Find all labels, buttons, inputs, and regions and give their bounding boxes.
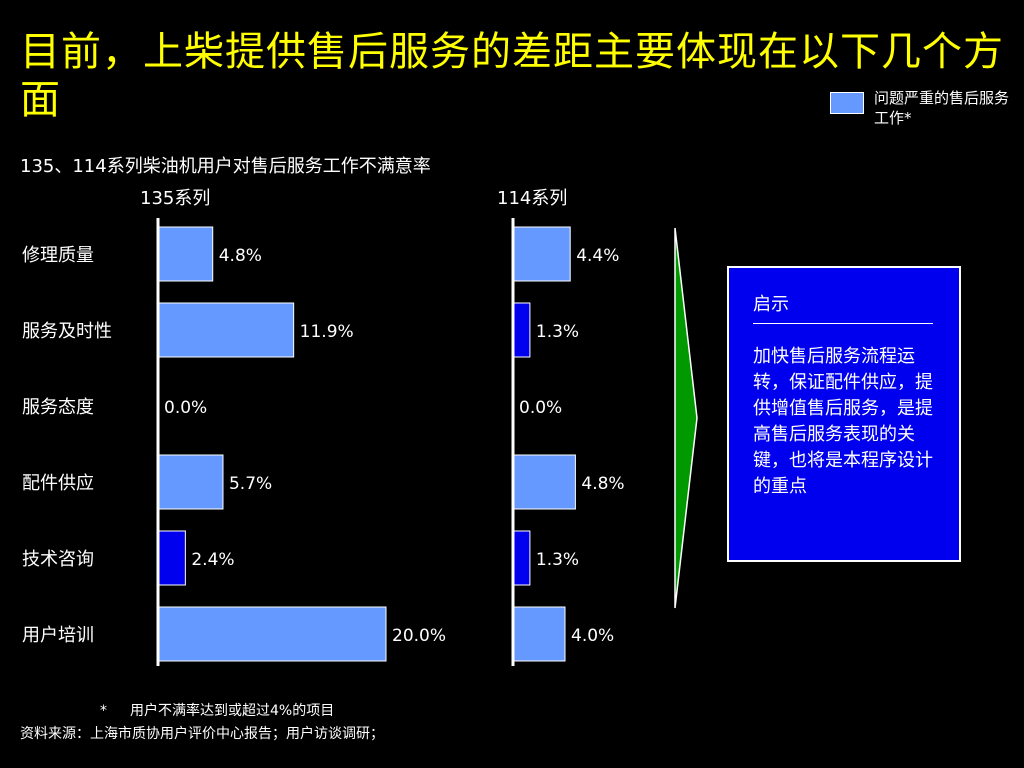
- category-label: 技术咨询: [22, 549, 94, 570]
- series-label-135: 135系列: [140, 188, 211, 209]
- bar: [157, 226, 214, 282]
- bar: [512, 302, 531, 358]
- bar: [157, 302, 295, 358]
- insight-box: 启示 加快售后服务流程运转，保证配件供应，提供增值售后服务，是提高售后服务表现的…: [727, 266, 961, 562]
- value-label: 4.8%: [581, 474, 624, 494]
- source-note: 资料来源：上海市质协用户评价中心报告；用户访谈调研；: [20, 726, 384, 742]
- value-label: 11.9%: [300, 322, 354, 342]
- insight-body: 加快售后服务流程运转，保证配件供应，提供增值售后服务，是提高售后服务表现的关键，…: [753, 346, 933, 497]
- footnote-text: 用户不满率达到或超过4%的项目: [130, 703, 335, 719]
- value-label: 1.3%: [536, 322, 579, 342]
- value-label: 1.3%: [536, 550, 579, 570]
- footnote-marker: *: [100, 703, 107, 719]
- bar: [512, 606, 566, 662]
- bar: [157, 454, 224, 510]
- legend-swatch: [830, 92, 864, 114]
- bar: [157, 530, 186, 586]
- legend-label: 问题严重的售后服务工作*: [874, 89, 1010, 127]
- page-title: 目前，上柴提供售后服务的差距主要体现在以下几个方面: [20, 29, 1004, 123]
- chevron-arrow-icon: [674, 227, 698, 609]
- legend: 问题严重的售后服务工作*: [830, 88, 1020, 132]
- insight-divider: [753, 323, 933, 324]
- value-label: 0.0%: [519, 398, 562, 418]
- value-label: 4.8%: [219, 246, 262, 266]
- value-label: 5.7%: [229, 474, 272, 494]
- value-label: 4.4%: [576, 246, 619, 266]
- footnote: * 用户不满率达到或超过4%的项目: [100, 700, 334, 720]
- bar: [512, 530, 531, 586]
- category-label: 修理质量: [22, 245, 94, 266]
- value-label: 2.4%: [191, 550, 234, 570]
- bar: [512, 454, 576, 510]
- bar: [512, 226, 571, 282]
- chart-title: 135、114系列柴油机用户对售后服务工作不满意率: [20, 156, 431, 177]
- value-label: 4.0%: [571, 626, 614, 646]
- series-label-114: 114系列: [497, 188, 568, 209]
- category-label: 用户培训: [22, 625, 94, 646]
- value-label: 20.0%: [392, 626, 446, 646]
- category-label: 服务及时性: [22, 321, 112, 342]
- category-label: 配件供应: [22, 473, 94, 494]
- bar: [157, 606, 387, 662]
- value-label: 0.0%: [164, 398, 207, 418]
- insight-title: 启示: [753, 294, 789, 315]
- category-label: 服务态度: [22, 397, 94, 418]
